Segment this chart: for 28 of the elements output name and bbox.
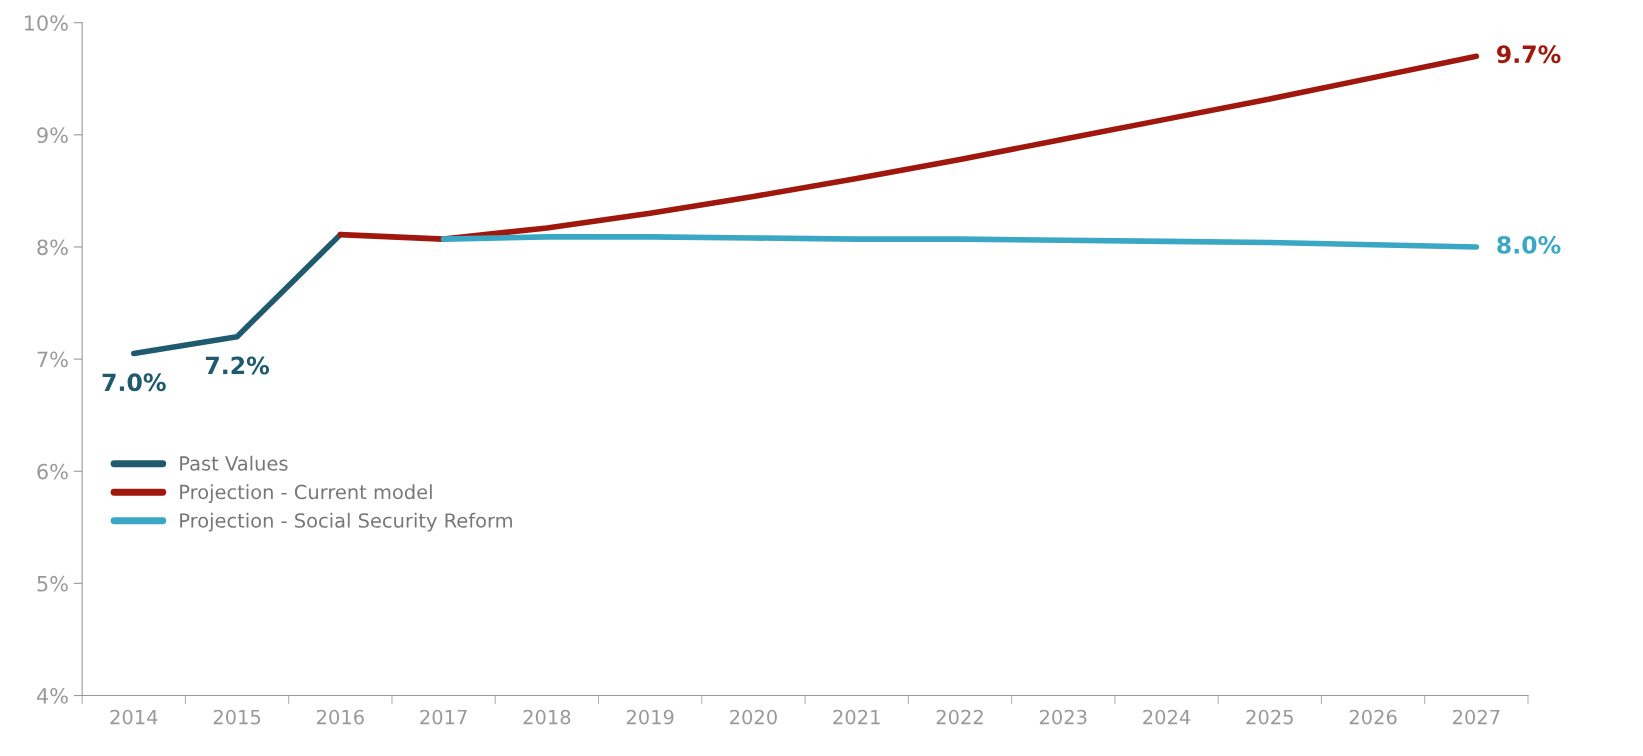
x-tick-label: 2024	[1143, 709, 1191, 725]
x-tick-label: 2027	[1453, 709, 1500, 725]
y-tick-label: 6%	[37, 463, 68, 480]
y-tick-label: 9%	[37, 127, 68, 144]
x-tick-label: 2019	[626, 709, 674, 725]
x-tick-label: 2025	[1246, 709, 1293, 725]
data-label: 8.0%	[1497, 235, 1561, 254]
x-tick-label: 2017	[420, 709, 467, 725]
y-tick-label: 5%	[37, 575, 68, 592]
data-label: 7.0%	[102, 373, 166, 392]
legend-label: Projection - Current model	[180, 484, 432, 504]
y-tick-label: 8%	[37, 239, 68, 256]
y-tick-label: 4%	[36, 687, 68, 704]
x-tick-label: 2020	[730, 709, 777, 725]
x-tick-label: 2021	[833, 709, 880, 725]
x-tick-label: 2026	[1349, 709, 1397, 725]
x-tick-label: 2015	[213, 709, 261, 725]
legend-label: Past Values	[180, 455, 288, 471]
x-tick-label: 2016	[317, 709, 364, 725]
x-tick-label: 2014	[110, 709, 158, 725]
x-tick-label: 2023	[1039, 709, 1087, 725]
data-label: 9.7%	[1497, 45, 1561, 64]
x-tick-label: 2018	[523, 709, 571, 725]
x-tick-label: 2022	[936, 709, 983, 725]
y-tick-label: 10%	[24, 15, 68, 31]
legend-label: Projection - Social Security Reform	[180, 512, 512, 532]
y-tick-label: 7%	[37, 351, 68, 368]
data-label: 7.2%	[205, 356, 270, 375]
